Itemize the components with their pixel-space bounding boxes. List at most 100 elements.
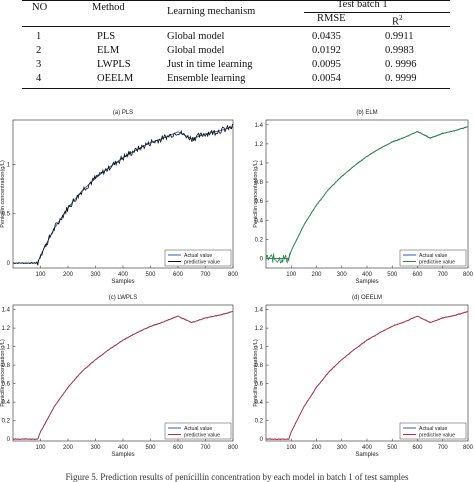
table-cell-rmse: 0.0435 [312, 31, 341, 42]
x-tick-label: 800 [463, 445, 474, 451]
table-cell-no: 3 [36, 59, 42, 70]
y-tick-label: 0.4 [255, 218, 264, 224]
x-tick-label: 700 [438, 445, 449, 451]
y-tick-label: 0.2 [255, 419, 264, 425]
x-tick-label: 600 [173, 445, 184, 451]
x-tick-label: 300 [90, 445, 101, 451]
header-r2: R2 [392, 14, 403, 28]
x-tick-label: 500 [387, 272, 398, 278]
y-tick-label: 0.8 [255, 180, 264, 186]
chart-title: (d) OEELM [352, 295, 382, 301]
table-cell-method: ELM [97, 45, 120, 56]
y-axis-label: Penicillin concentration(g/L) [253, 339, 259, 407]
legend-box [164, 422, 232, 440]
table-cell-no: 2 [36, 45, 42, 56]
y-axis-label: Penicillin concentration(g/L) [0, 160, 6, 228]
legend-box [399, 422, 467, 440]
chart-panel: (b) ELM 100 200 300 400 500 600 700 800 0 0.2 0.4 0.… [253, 110, 474, 285]
header-method: Method [92, 2, 125, 13]
table-cell-mechanism: Just in time learning [167, 59, 253, 70]
table-cell-no: 4 [36, 73, 42, 84]
y-tick-label: 0.6 [255, 382, 264, 388]
y-axis-label: Penicillin concentration(g/L) [0, 339, 6, 407]
y-tick-label: 0.2 [2, 419, 11, 425]
legend-label: predictive value [184, 260, 220, 266]
series-actual-line [266, 126, 469, 259]
table-cell-method: OEELM [97, 73, 134, 84]
x-tick-label: 400 [362, 445, 373, 451]
header-test-batch: Test batch 1 [337, 0, 388, 10]
y-tick-label: 1.4 [255, 308, 264, 314]
y-tick-label: 0 [7, 437, 11, 443]
x-tick-label: 700 [438, 272, 449, 278]
plot-frame [12, 304, 234, 442]
x-tick-label: 700 [200, 445, 211, 451]
x-axis-label: Samples [355, 452, 378, 458]
table-cell-method: LWPLS [97, 59, 131, 70]
x-tick-label: 300 [337, 272, 348, 278]
x-tick-label: 400 [118, 445, 129, 451]
chart-panel: (c) LWPLS 100 200 300 400 500 600 700 800 0 0.2 0.4… [0, 295, 239, 458]
legend-label: Actual value [419, 426, 447, 432]
chart-title: (c) LWPLS [109, 295, 138, 301]
table-cell-mechanism: Global model [167, 45, 225, 56]
y-tick-label: 0.6 [255, 199, 264, 205]
x-tick-label: 800 [463, 272, 474, 278]
y-tick-label: 0.4 [2, 400, 11, 406]
y-axis-label: Penicillin concentration(g/L) [253, 160, 259, 228]
table-header-rule [22, 26, 450, 27]
table-cell-mechanism: Ensemble learning [167, 73, 246, 84]
y-tick-label: 0.8 [2, 363, 11, 369]
table-cell-r2: 0. 9996 [385, 59, 417, 70]
header-mechanism: Learning mechanism [167, 6, 256, 17]
series-actual-line [13, 311, 234, 440]
y-tick-label: 0.2 [255, 237, 264, 243]
x-tick-label: 600 [412, 272, 423, 278]
x-tick-label: 300 [90, 272, 101, 278]
x-tick-label: 200 [311, 445, 322, 451]
legend-box [164, 249, 232, 267]
legend-label: Actual value [184, 426, 212, 432]
x-axis-label: Samples [111, 452, 134, 458]
series-actual-line [266, 311, 469, 440]
chart-title: (b) ELM [356, 110, 377, 116]
x-tick-label: 500 [145, 272, 156, 278]
table-cell-rmse: 0.0054 [312, 73, 341, 84]
table-cell-r2: 0. 9999 [385, 73, 417, 84]
figure-caption: Figure 5. Prediction results of penicill… [65, 472, 409, 482]
x-axis-label: Samples [111, 279, 134, 285]
series-actual-line [13, 126, 234, 264]
y-tick-label: 1 [260, 161, 264, 167]
y-tick-label: 1.2 [2, 326, 11, 332]
x-tick-label: 400 [118, 272, 129, 278]
legend-label: Actual value [184, 253, 212, 259]
legend-box [399, 249, 467, 267]
y-tick-label: 0.5 [2, 212, 11, 218]
x-tick-label: 100 [286, 445, 297, 451]
y-tick-label: 1.2 [255, 142, 264, 148]
x-tick-label: 600 [412, 445, 423, 451]
y-tick-label: 1 [7, 345, 11, 351]
y-tick-label: 0 [260, 256, 264, 262]
table-cell-no: 1 [36, 31, 42, 42]
table-cell-rmse: 0.0192 [312, 45, 341, 56]
x-tick-label: 500 [145, 445, 156, 451]
y-tick-label: 1.2 [255, 326, 264, 332]
table-top-rule [22, 0, 450, 1]
table-group-rule [304, 12, 450, 13]
plot-frame [265, 119, 469, 269]
table-cell-r2: 0.9911 [385, 31, 414, 42]
legend-label: predictive value [419, 260, 455, 266]
y-tick-label: 1.4 [255, 123, 264, 129]
table-cell-rmse: 0.0095 [312, 59, 341, 70]
chart-title: (a) PLS [113, 110, 133, 116]
x-tick-label: 800 [228, 272, 239, 278]
legend-label: Actual value [419, 253, 447, 259]
table-cell-mechanism: Global model [167, 31, 225, 42]
series-predicted-line [12, 123, 233, 266]
table-cell-method: PLS [97, 31, 116, 42]
x-tick-label: 800 [228, 445, 239, 451]
y-tick-label: 1 [7, 162, 11, 168]
x-tick-label: 100 [286, 272, 297, 278]
y-tick-label: 1 [260, 345, 264, 351]
